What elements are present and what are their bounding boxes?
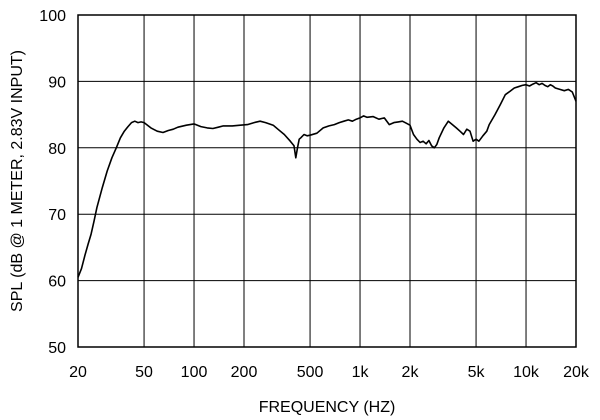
spl-response-line [77,81,577,278]
x-axis-label: FREQUENCY (HZ) [259,399,396,416]
y-tick-label: 60 [48,274,66,291]
y-tick-label: 100 [39,8,66,25]
x-tick-label: 5k [468,364,486,381]
x-tick-labels: 20 50 100 200 500 1k 2k 5k 10k 20k [69,364,590,381]
x-tick-label: 500 [297,364,324,381]
y-axis-label: SPL (dB @ 1 METER, 2.83V INPUT) [9,50,26,312]
y-tick-label: 90 [48,74,66,91]
x-tick-label: 1k [352,364,370,381]
series-layer [77,81,577,278]
y-tick-label: 50 [48,340,66,357]
x-tick-label: 20 [69,364,87,381]
x-tick-label: 200 [231,364,258,381]
x-tick-label: 100 [181,364,208,381]
y-tick-label: 80 [48,141,66,158]
x-tick-label: 2k [402,364,420,381]
x-tick-label: 50 [135,364,153,381]
x-tick-label: 20k [563,364,590,381]
plot-area-frame [77,14,577,348]
x-tick-label: 10k [513,364,540,381]
y-tick-labels: 50 60 70 80 90 100 [39,8,66,357]
grid-lines [77,14,577,348]
y-tick-label: 70 [48,207,66,224]
